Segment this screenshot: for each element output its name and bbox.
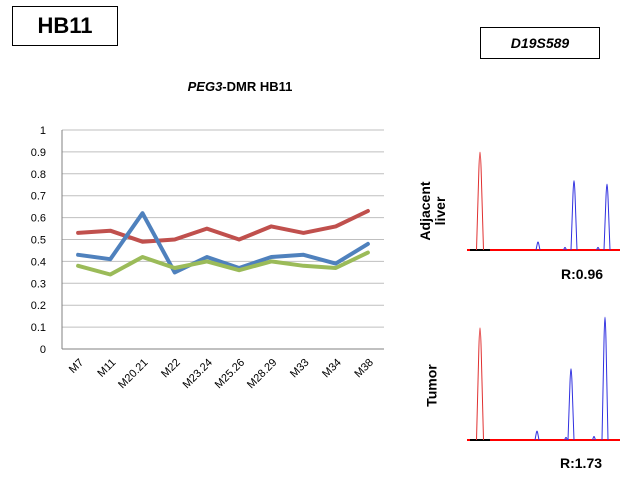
chart-title-gene: PEG3 (187, 79, 223, 94)
egram-peak-1-2 (567, 368, 575, 441)
y-tick-label: 0.4 (31, 256, 46, 268)
series-line-2 (76, 250, 370, 277)
y-tick-label: 1 (40, 125, 46, 137)
egram-peak-0-0 (476, 151, 484, 251)
chart-title: PEG3-DMR HB11 (60, 79, 420, 94)
y-tick-label: 0.8 (31, 169, 46, 181)
chart-title-rest: -DMR HB11 (222, 79, 293, 94)
y-tick-label: 0 (40, 344, 46, 356)
y-tick-label: 0.1 (31, 322, 46, 334)
y-tick-label: 0.5 (31, 235, 46, 247)
egram-peak-0-2 (570, 180, 578, 251)
series-line-1 (76, 211, 370, 275)
marker-label-box: D19S589 (480, 27, 600, 59)
egram-peak-1-1 (534, 430, 540, 441)
y-tick-label: 0.9 (31, 147, 46, 159)
sample-label: HB11 (37, 13, 93, 38)
y-tick-label: 0.3 (31, 278, 46, 290)
label-adjacent-liver: Adjacent liver (417, 171, 448, 251)
label-adjacent-line2: liver (432, 196, 448, 226)
ratio-adjacent-liver: R:0.96 (561, 266, 604, 282)
egram-peak-0-1 (535, 241, 541, 251)
y-tick-label: 0.7 (31, 191, 46, 203)
sample-label-box: HB11 (12, 6, 118, 46)
egram-peak-1-5 (564, 436, 568, 441)
y-tick-label: 0.6 (31, 213, 46, 225)
egram-peak-0-5 (596, 246, 600, 251)
label-tumor: Tumor (423, 356, 440, 416)
egram-peak-1-4 (592, 435, 596, 441)
label-tumor-line1: Tumor (423, 364, 440, 407)
label-adjacent-line1: Adjacent (417, 181, 433, 241)
egram-peak-0-3 (603, 183, 611, 251)
egram-peak-0-4 (563, 246, 567, 251)
egram-peak-1-0 (476, 327, 484, 441)
marker-label: D19S589 (510, 35, 570, 51)
y-tick-label: 0.2 (31, 300, 46, 312)
egram-peak-1-3 (601, 317, 609, 441)
ratio-tumor: R:1.73 (560, 455, 603, 471)
